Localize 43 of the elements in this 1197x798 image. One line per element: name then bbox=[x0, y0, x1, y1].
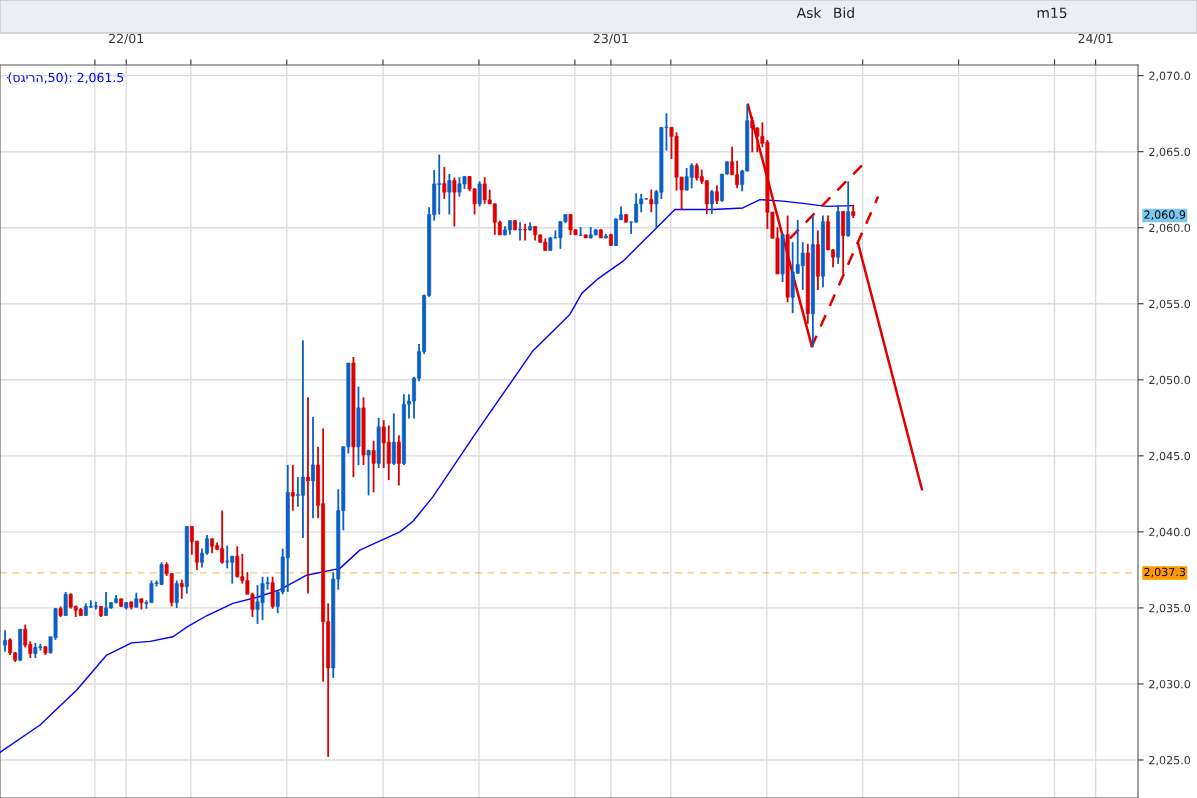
candlestick bbox=[311, 416, 315, 520]
candlestick bbox=[63, 591, 68, 617]
candlestick bbox=[290, 464, 295, 512]
y-tick-label: 2,055.0 bbox=[1149, 299, 1191, 310]
candlestick bbox=[391, 412, 396, 466]
text: 2,060.9 bbox=[1144, 210, 1186, 220]
ref-line-label: 2,037.3 bbox=[1144, 567, 1186, 578]
candlestick bbox=[452, 176, 457, 228]
candlestick bbox=[714, 184, 719, 205]
y-tick-label: 2,070.0 bbox=[1149, 71, 1191, 82]
candlestick bbox=[649, 188, 654, 214]
candlestick bbox=[396, 434, 401, 487]
candlestick bbox=[306, 396, 310, 595]
y-tick-label: 2,040.0 bbox=[1149, 527, 1191, 538]
x-tick-label: 22/01 bbox=[109, 33, 144, 45]
text: m15 bbox=[1037, 7, 1067, 19]
y-tick-label: 2,045.0 bbox=[1149, 451, 1191, 462]
candlestick bbox=[174, 579, 179, 609]
text: Bid bbox=[834, 7, 854, 19]
candlestick bbox=[270, 575, 275, 610]
candlestick bbox=[523, 222, 528, 242]
candlestick bbox=[704, 179, 709, 215]
y-tick-label: 2,025.0 bbox=[1149, 755, 1191, 766]
candlestick bbox=[709, 189, 714, 215]
y-tick-label: 2,035.0 bbox=[1149, 603, 1191, 614]
y-tick-label: 2,065.0 bbox=[1149, 147, 1191, 158]
text: Ask bbox=[796, 7, 822, 19]
y-tick-label: 2,030.0 bbox=[1149, 679, 1191, 690]
legend-label: (סגירה,50): 2,061.5 bbox=[8, 72, 124, 84]
x-tick-label: 24/01 bbox=[1078, 33, 1113, 45]
candlestick bbox=[447, 172, 452, 216]
candlestick bbox=[371, 439, 376, 494]
candlestick bbox=[518, 221, 522, 242]
candlestick bbox=[300, 339, 305, 539]
candlestick bbox=[179, 578, 184, 600]
candlestick bbox=[477, 180, 482, 208]
candlestick bbox=[230, 555, 235, 585]
y-tick-label: 2,060.0 bbox=[1149, 223, 1191, 234]
candlestick bbox=[366, 448, 371, 497]
y-tick-label: 2,050.0 bbox=[1149, 375, 1191, 386]
candlestick bbox=[3, 629, 8, 653]
x-tick-label: 23/01 bbox=[593, 33, 628, 45]
candlestick bbox=[442, 165, 447, 200]
